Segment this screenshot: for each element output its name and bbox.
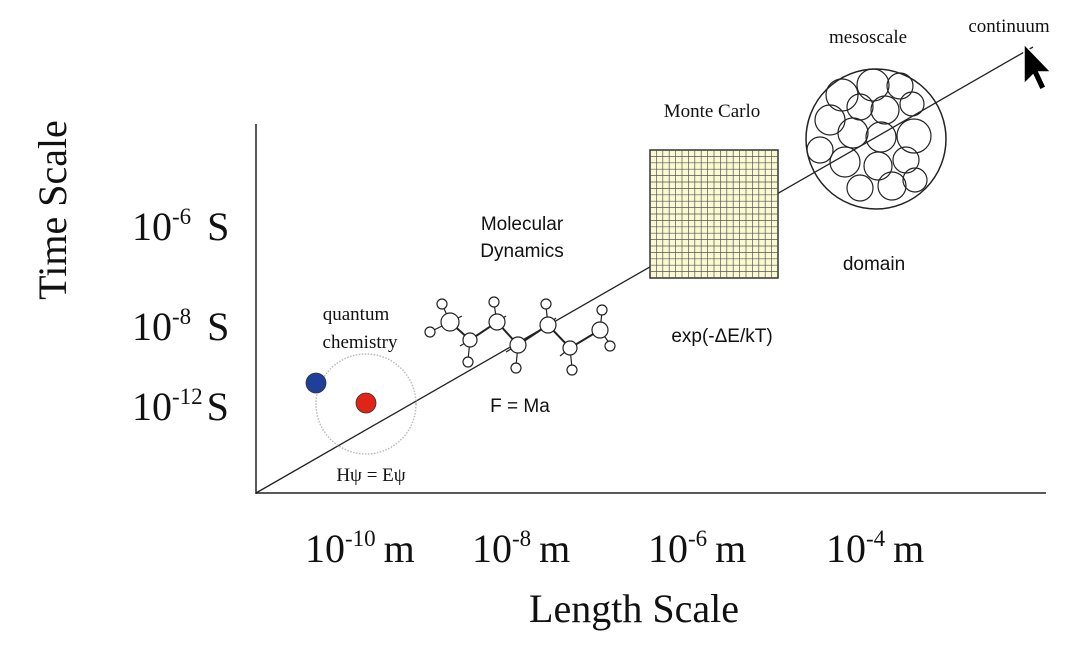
orbital-circle	[315, 353, 417, 455]
schrodinger-equation: Hψ = Eψ	[336, 465, 405, 486]
boltzmann-factor: exp(-ΔE/kT)	[671, 326, 772, 347]
y-axis-title: Time Scale	[30, 120, 75, 300]
md-label-line1: Molecular	[481, 214, 564, 235]
md-label-line2: Dynamics	[480, 241, 563, 262]
monte-carlo-label: Monte Carlo	[664, 101, 761, 122]
x-tick-label: 10-4 m	[826, 526, 924, 571]
nucleus-dot	[355, 392, 377, 414]
continuum-label: continuum	[968, 16, 1049, 37]
cursor-arrow-icon	[1023, 42, 1053, 92]
y-tick-label: 10-6 S	[132, 204, 229, 249]
scale-diagonal-line	[255, 46, 1034, 494]
newton-equation: F = Ma	[490, 396, 550, 417]
domain-label: domain	[843, 254, 905, 275]
molecule-illustration	[424, 296, 616, 376]
quantum-label-line2: chemistry	[323, 332, 398, 353]
mesoscale-label: mesoscale	[829, 27, 907, 48]
x-tick-label: 10-6 m	[648, 526, 746, 571]
x-tick-label: 10-8 m	[472, 526, 570, 571]
mesoscale-domain-circles	[805, 68, 947, 210]
x-tick-label: 10-10 m	[305, 526, 415, 571]
quantum-label-line1: quantum	[323, 304, 390, 325]
monte-carlo-grid	[649, 149, 779, 279]
electron-dot	[305, 372, 327, 394]
y-tick-label: 10-12 S	[132, 384, 229, 429]
x-axis-title: Length Scale	[529, 586, 739, 631]
y-tick-label: 10-8 S	[132, 304, 229, 349]
